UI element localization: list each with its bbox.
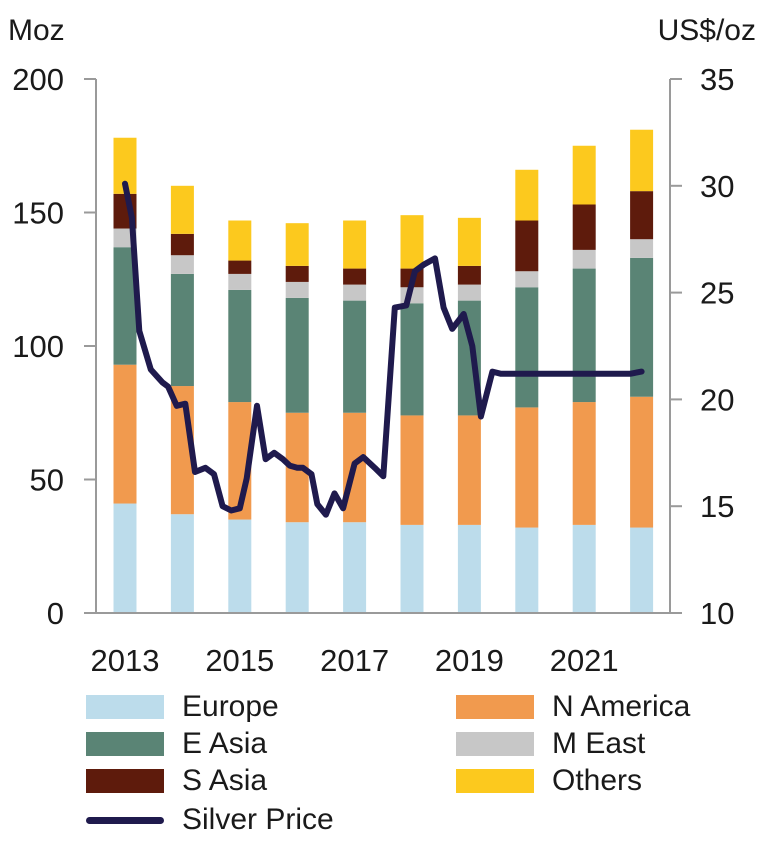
legend-swatch-m-east — [456, 732, 534, 756]
bar-n-america-2018 — [400, 415, 424, 525]
bar-europe-2021 — [572, 524, 596, 613]
bar-m-east-2014 — [170, 255, 194, 274]
legend-item-e-asia: E Asia — [86, 727, 267, 761]
right-tick-label-35: 35 — [700, 62, 734, 97]
bar-s-asia-2016 — [285, 265, 309, 282]
price-line-group — [122, 180, 645, 518]
bar-others-2016 — [285, 223, 309, 266]
x-tick-label-2013: 2013 — [91, 643, 160, 678]
bar-s-asia-2020 — [515, 220, 539, 272]
bar-n-america-2022 — [630, 396, 654, 528]
bar-europe-2022 — [630, 527, 654, 613]
left-tick-label-200: 200 — [12, 62, 64, 97]
bar-others-2020 — [515, 169, 539, 221]
x-tick-label-2015: 2015 — [205, 643, 274, 678]
bar-europe-2016 — [285, 522, 309, 613]
right-tick-label-25: 25 — [700, 276, 734, 311]
legend-swatch-europe — [86, 695, 164, 719]
bar-m-east-2019 — [457, 284, 481, 301]
right-tick-label-15: 15 — [700, 489, 734, 524]
bar-others-2019 — [457, 217, 481, 266]
legend-label-others: Others — [552, 764, 643, 797]
left-tick-label-50: 50 — [30, 463, 64, 498]
legend-label-n-america: N America — [552, 690, 691, 723]
bar-e-asia-2017 — [343, 300, 367, 413]
bar-europe-2013 — [113, 503, 137, 613]
bar-n-america-2019 — [457, 415, 481, 525]
legend-swatch-n-america — [456, 695, 534, 719]
bar-others-2018 — [400, 215, 424, 269]
legend-swatch-e-asia — [86, 732, 164, 756]
left-tick-label-0: 0 — [47, 596, 64, 631]
bar-m-east-2016 — [285, 281, 309, 298]
legend-label-m-east: M East — [552, 727, 646, 760]
bar-others-2015 — [228, 220, 252, 261]
bar-e-asia-2022 — [630, 257, 654, 397]
x-tick-label-2019: 2019 — [435, 643, 504, 678]
right-tick-label-10: 10 — [700, 596, 734, 631]
legend-item-s-asia: S Asia — [86, 764, 267, 798]
right-axis-unit: US$/oz — [657, 14, 756, 47]
bar-m-east-2015 — [228, 273, 252, 290]
legend-item-silver-price: Silver Price — [86, 803, 334, 837]
legend-swatch-s-asia — [86, 769, 164, 793]
x-tick-label-2017: 2017 — [320, 643, 389, 678]
legend-label-silver-price: Silver Price — [182, 803, 334, 836]
x-tick-label-2021: 2021 — [550, 643, 619, 678]
bar-n-america-2021 — [572, 402, 596, 525]
bar-europe-2017 — [343, 522, 367, 613]
bar-s-asia-2015 — [228, 260, 252, 274]
bar-europe-2018 — [400, 524, 424, 613]
left-axis-unit: Moz — [8, 14, 65, 47]
left-tick-label-100: 100 — [12, 329, 64, 364]
bar-others-2014 — [170, 185, 194, 234]
legend-swatch-others — [456, 769, 534, 793]
bar-s-asia-2017 — [343, 268, 367, 285]
right-tick-label-30: 30 — [700, 169, 734, 204]
bar-m-east-2017 — [343, 284, 367, 301]
bar-e-asia-2013 — [113, 247, 137, 365]
bar-e-asia-2014 — [170, 273, 194, 387]
bar-s-asia-2022 — [630, 191, 654, 240]
bar-others-2022 — [630, 129, 654, 192]
silver-price-line — [122, 180, 645, 518]
bar-s-asia-2019 — [457, 265, 481, 285]
bar-n-america-2020 — [515, 407, 539, 528]
bar-s-asia-2021 — [572, 204, 596, 250]
bar-e-asia-2020 — [515, 287, 539, 408]
bar-others-2017 — [343, 220, 367, 269]
axes-group: 0 50 100 150 200 10 15 20 25 30 35 2013 2015 2017 2019… — [12, 62, 734, 678]
legend-label-europe: Europe — [182, 690, 279, 723]
legend-swatch-silver-price — [86, 816, 164, 824]
bar-others-2021 — [572, 145, 596, 205]
bar-s-asia-2014 — [170, 233, 194, 256]
legend-label-e-asia: E Asia — [182, 727, 268, 760]
bar-e-asia-2016 — [285, 297, 309, 413]
bar-europe-2019 — [457, 524, 481, 613]
right-tick-label-20: 20 — [700, 382, 734, 417]
bar-n-america-2013 — [113, 364, 137, 504]
bar-others-2013 — [113, 137, 137, 194]
legend-item-m-east: M East — [456, 727, 645, 761]
legend-item-n-america: N America — [456, 690, 690, 724]
bar-e-asia-2021 — [572, 268, 596, 403]
bar-europe-2015 — [228, 519, 252, 613]
bar-e-asia-2015 — [228, 289, 252, 403]
left-tick-label-150: 150 — [12, 196, 64, 231]
legend-item-europe: Europe — [86, 690, 279, 724]
bar-m-east-2022 — [630, 239, 654, 258]
bar-e-asia-2018 — [400, 303, 424, 416]
bar-europe-2014 — [170, 514, 194, 613]
legend-label-s-asia: S Asia — [182, 764, 268, 797]
legend-item-others: Others — [456, 764, 642, 798]
bar-m-east-2021 — [572, 249, 596, 269]
bar-europe-2020 — [515, 527, 539, 613]
bar-m-east-2020 — [515, 271, 539, 288]
